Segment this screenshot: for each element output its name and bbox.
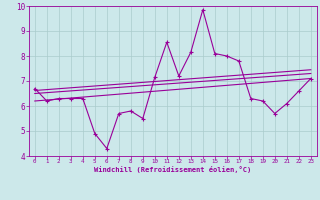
X-axis label: Windchill (Refroidissement éolien,°C): Windchill (Refroidissement éolien,°C) bbox=[94, 166, 252, 173]
